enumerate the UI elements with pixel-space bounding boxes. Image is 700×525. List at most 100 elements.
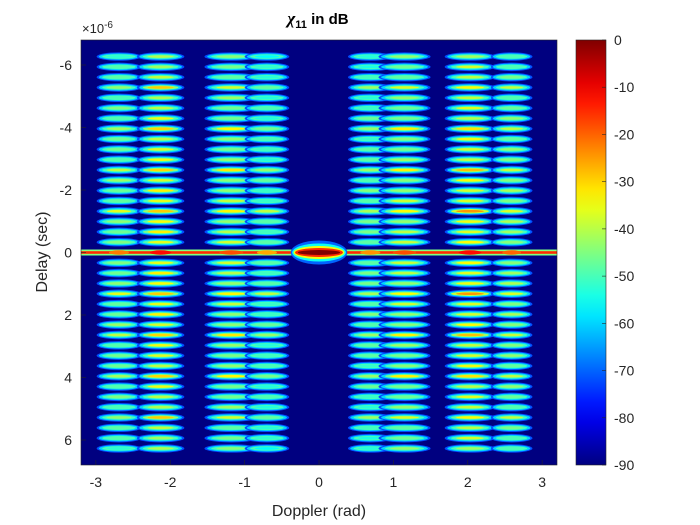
colorbar-tick-label: -40 [614,221,634,237]
sidelobe-mark [136,145,185,154]
sidelobe-mark [490,268,533,278]
sidelobe-mark [136,237,185,247]
sidelobe-mark [378,341,431,350]
sidelobe-mark [204,382,259,391]
y-tick-label: 0 [64,245,72,261]
sidelobe-mark [348,289,393,298]
x-axis-label: Doppler (rad) [272,503,366,520]
sidelobe-mark [244,237,290,247]
sidelobe-mark [204,361,259,371]
sidelobe-mark [348,62,393,72]
sidelobe-mark [490,392,533,402]
sidelobe-mark [378,52,431,61]
sidelobe-mark [244,279,290,288]
sidelobe-mark [444,145,496,154]
sidelobe-mark [348,134,393,144]
colorbar-tick-label: 0 [614,32,622,48]
zero-delay-lobe [108,250,129,255]
sidelobe-mark [490,444,533,453]
sidelobe-mark [204,134,259,144]
sidelobe-mark [244,382,290,391]
sidelobe-mark [136,217,185,226]
sidelobe-mark [444,444,496,453]
sidelobe-mark [96,372,142,381]
sidelobe-mark [490,361,533,371]
sidelobe-mark [490,402,533,412]
sidelobe-mark [444,361,496,371]
sidelobe-mark [490,279,533,288]
sidelobe-mark [348,124,393,133]
y-axis-ticks: -6 -4 -2 0 2 4 6 [60,57,86,448]
sidelobe-mark [444,227,496,237]
sidelobe-mark [378,196,431,206]
sidelobe-mark [244,83,290,92]
sidelobe-mark [378,289,431,298]
sidelobe-mark [444,217,496,226]
sidelobe-mark [490,382,533,391]
sidelobe-mark [444,433,496,443]
x-axis-ticks: -3 -2 -1 0 1 2 3 [90,460,546,490]
sidelobe-mark [444,310,496,319]
sidelobe-mark [490,372,533,381]
sidelobe-mark [490,114,533,123]
sidelobe-mark [204,114,259,123]
sidelobe-mark [204,52,259,61]
sidelobe-mark [244,103,290,113]
zero-delay-lobe [256,250,277,255]
sidelobe-mark [444,165,496,175]
heatmap-plot-area [81,40,557,465]
sidelobe-mark [244,433,290,443]
sidelobe-mark [204,402,259,412]
sidelobe-mark [378,330,431,340]
sidelobe-mark [444,124,496,133]
sidelobe-mark [378,361,431,371]
sidelobe-mark [348,114,393,123]
sidelobe-mark [136,351,185,360]
sidelobe-mark [136,289,185,298]
sidelobe-mark [204,423,259,433]
sidelobe-mark [378,165,431,175]
sidelobe-mark [244,341,290,350]
sidelobe-mark [204,227,259,237]
y-tick-label: 4 [64,370,72,386]
sidelobe-mark [204,341,259,350]
sidelobe-mark [96,237,142,247]
sidelobe-mark [204,165,259,175]
sidelobe-mark [96,392,142,402]
sidelobe-mark [444,341,496,350]
sidelobe-mark [490,103,533,113]
sidelobe-mark [444,134,496,144]
sidelobe-mark [204,176,259,185]
sidelobe-mark [348,83,393,92]
sidelobe-mark [96,227,142,237]
sidelobe-mark [490,351,533,360]
sidelobe-mark [490,289,533,298]
colorbar-tick-label: -60 [614,315,634,331]
sidelobe-mark [378,402,431,412]
sidelobe-mark [444,103,496,113]
sidelobe-mark [378,423,431,433]
sidelobe-mark [444,320,496,329]
sidelobe-mark [136,93,185,103]
sidelobe-mark [444,423,496,433]
zero-delay-lobe [502,250,522,255]
sidelobe-mark [378,176,431,185]
x-tick-label: -2 [164,474,177,490]
sidelobe-mark [204,93,259,103]
sidelobe-mark [444,93,496,103]
zero-delay-lobe [219,250,244,255]
sidelobe-mark [204,279,259,288]
sidelobe-mark [444,402,496,412]
sidelobe-mark [490,145,533,154]
sidelobe-mark [348,207,393,216]
sidelobe-mark [204,145,259,154]
sidelobe-mark [96,155,142,164]
sidelobe-mark [96,83,142,92]
sidelobe-mark [96,361,142,371]
sidelobe-mark [244,227,290,237]
sidelobe-mark [244,72,290,82]
sidelobe-mark [204,310,259,319]
sidelobe-mark [378,186,431,195]
sidelobe-mark [244,155,290,164]
sidelobe-mark [96,402,142,412]
